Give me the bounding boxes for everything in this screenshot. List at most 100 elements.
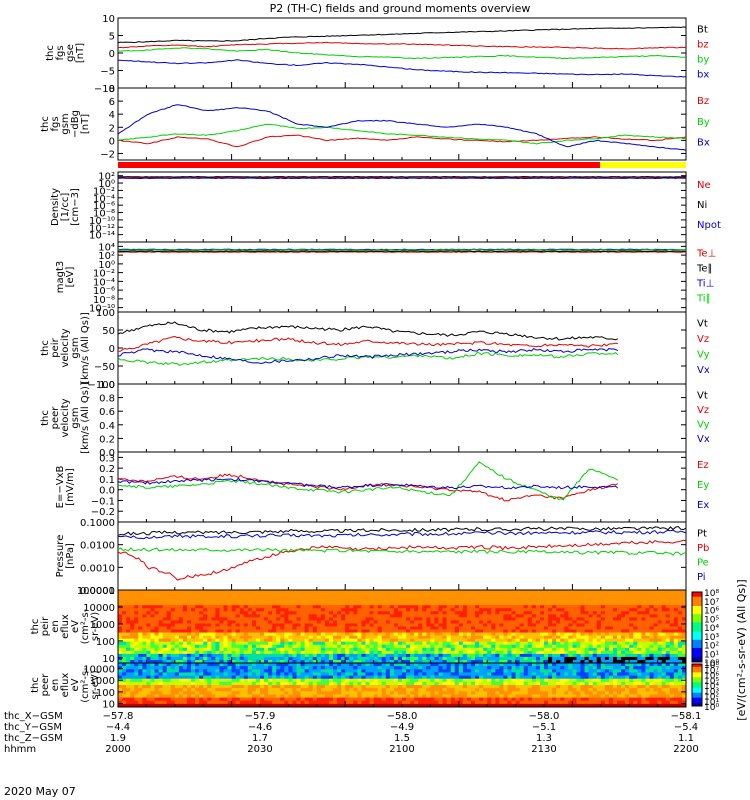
heatmap-cell bbox=[195, 599, 200, 603]
heatmap-cell bbox=[649, 663, 654, 667]
heatmap-cell bbox=[604, 653, 610, 658]
heatmap-cell bbox=[584, 617, 589, 621]
heatmap-cell bbox=[499, 675, 504, 680]
legend-entry: Bt bbox=[697, 25, 708, 36]
heatmap-cell bbox=[564, 641, 569, 646]
heatmap-cell bbox=[560, 641, 565, 646]
heatmap-cell bbox=[442, 638, 447, 643]
heatmap-cell bbox=[219, 599, 224, 603]
heatmap-cell bbox=[276, 590, 281, 594]
heatmap-cell bbox=[414, 641, 419, 646]
heatmap-cell bbox=[681, 617, 687, 621]
heatmap-cell bbox=[247, 681, 253, 686]
heatmap-cell bbox=[280, 590, 285, 594]
heatmap-cell bbox=[373, 678, 378, 683]
heatmap-cell bbox=[260, 608, 265, 612]
heatmap-cell bbox=[324, 678, 330, 683]
heatmap-cell bbox=[665, 623, 671, 627]
heatmap-cell bbox=[260, 641, 265, 646]
heatmap-cell bbox=[588, 605, 593, 609]
heatmap-cell bbox=[604, 617, 610, 621]
heatmap-cell bbox=[491, 623, 496, 627]
heatmap-cell bbox=[657, 590, 662, 594]
heatmap-cell bbox=[373, 641, 378, 646]
heatmap-cell bbox=[166, 605, 172, 609]
heatmap-cell bbox=[211, 593, 216, 597]
heatmap-cell bbox=[349, 666, 354, 670]
heatmap-cell bbox=[316, 620, 322, 624]
heatmap-cell bbox=[426, 620, 431, 624]
heatmap-cell bbox=[166, 620, 172, 624]
heatmap-cell bbox=[406, 653, 411, 658]
heatmap-cell bbox=[556, 666, 561, 670]
heatmap-cell bbox=[641, 632, 646, 636]
heatmap-cell bbox=[568, 611, 573, 615]
heatmap-cell bbox=[361, 672, 366, 676]
heatmap-cell bbox=[247, 608, 253, 612]
heatmap-cell bbox=[462, 632, 468, 636]
heatmap-cell bbox=[337, 599, 342, 603]
heatmap-cell bbox=[126, 632, 131, 636]
heatmap-cell bbox=[337, 617, 342, 621]
heatmap-cell bbox=[653, 617, 658, 621]
heatmap-cell bbox=[308, 590, 314, 594]
heatmap-cell bbox=[604, 599, 610, 603]
heatmap-cell bbox=[130, 647, 135, 652]
heatmap-cell bbox=[215, 653, 220, 658]
heatmap-cell bbox=[247, 611, 253, 615]
heatmap-cell bbox=[438, 611, 443, 615]
heatmap-cell bbox=[373, 659, 378, 664]
heatmap-cell bbox=[288, 593, 293, 597]
heatmap-cell bbox=[479, 666, 484, 670]
heatmap-cell bbox=[673, 641, 679, 646]
heatmap-cell bbox=[458, 611, 464, 615]
heatmap-cell bbox=[308, 678, 314, 683]
heatmap-cell bbox=[458, 602, 464, 606]
heatmap-cell bbox=[576, 644, 581, 649]
heatmap-cell bbox=[349, 638, 354, 643]
heatmap-cell bbox=[462, 596, 468, 600]
heatmap-cell bbox=[126, 647, 131, 652]
heatmap-cell bbox=[365, 685, 370, 689]
heatmap-cell bbox=[462, 620, 468, 624]
heatmap-cell bbox=[653, 675, 658, 680]
heatmap-cell bbox=[357, 675, 362, 680]
heatmap-cell bbox=[264, 681, 269, 686]
heatmap-cell bbox=[531, 629, 537, 633]
heatmap-cell bbox=[499, 659, 504, 664]
heatmap-cell bbox=[365, 675, 370, 680]
heatmap-cell bbox=[118, 638, 123, 643]
heatmap-cell bbox=[219, 632, 224, 636]
heatmap-cell bbox=[633, 602, 638, 606]
heatmap-cell bbox=[556, 641, 561, 646]
heatmap-cell bbox=[507, 602, 512, 606]
heatmap-cell bbox=[272, 620, 277, 624]
heatmap-cell bbox=[341, 611, 346, 615]
heatmap-cell bbox=[596, 659, 602, 664]
heatmap-cell bbox=[568, 638, 573, 643]
heatmap-cell bbox=[442, 605, 447, 609]
heatmap-cell bbox=[523, 678, 529, 683]
heatmap-cell bbox=[316, 602, 322, 606]
heatmap-cell bbox=[182, 638, 188, 643]
heatmap-cell bbox=[539, 672, 545, 676]
heatmap-cell bbox=[487, 596, 492, 600]
heatmap-cell bbox=[637, 608, 642, 612]
heatmap-cell bbox=[588, 617, 593, 621]
heatmap-cell bbox=[584, 596, 589, 600]
heatmap-cell bbox=[369, 681, 374, 686]
heatmap-cell bbox=[260, 644, 265, 649]
heatmap-cell bbox=[434, 641, 439, 646]
heatmap-cell bbox=[353, 678, 358, 683]
heatmap-cell bbox=[373, 638, 378, 643]
heatmap-cell bbox=[422, 659, 427, 664]
series-line-Vt bbox=[117, 321, 618, 341]
heatmap-cell bbox=[154, 685, 159, 689]
heatmap-cell bbox=[466, 669, 472, 673]
heatmap-cell bbox=[393, 669, 399, 673]
heatmap-cell bbox=[572, 617, 577, 621]
heatmap-cell bbox=[499, 653, 504, 658]
heatmap-cell bbox=[195, 672, 200, 676]
heatmap-cell bbox=[661, 672, 667, 676]
heatmap-cell bbox=[548, 663, 553, 667]
